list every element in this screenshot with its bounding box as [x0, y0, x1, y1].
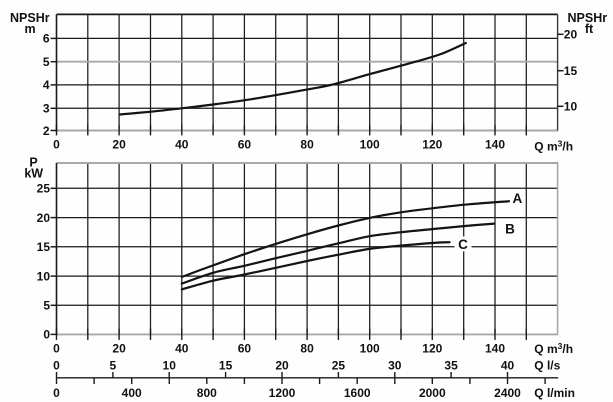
svg-text:20: 20	[112, 342, 126, 356]
svg-text:ft: ft	[585, 22, 594, 36]
svg-text:30: 30	[388, 359, 402, 373]
svg-text:10: 10	[163, 359, 177, 373]
svg-text:5: 5	[43, 299, 50, 313]
svg-text:Q l/min: Q l/min	[534, 386, 575, 400]
svg-text:15: 15	[219, 359, 233, 373]
svg-text:140: 140	[485, 342, 505, 356]
svg-text:NPSHr: NPSHr	[10, 11, 50, 25]
svg-text:C: C	[458, 237, 468, 252]
svg-text:2400: 2400	[494, 386, 521, 400]
svg-text:25: 25	[37, 182, 51, 196]
svg-text:40: 40	[175, 342, 189, 356]
svg-text:0: 0	[53, 137, 60, 151]
svg-text:100: 100	[360, 342, 380, 356]
svg-text:1600: 1600	[344, 386, 371, 400]
svg-text:10: 10	[37, 269, 51, 283]
svg-text:Q m3/h: Q m3/h	[534, 138, 573, 153]
svg-text:20: 20	[275, 359, 289, 373]
svg-text:800: 800	[197, 386, 217, 400]
svg-text:5: 5	[110, 359, 117, 373]
svg-text:35: 35	[444, 359, 458, 373]
svg-text:A: A	[513, 191, 523, 206]
svg-text:2: 2	[43, 124, 50, 138]
svg-text:kW: kW	[24, 167, 43, 181]
svg-text:Q l/s: Q l/s	[534, 359, 560, 373]
svg-text:100: 100	[360, 137, 380, 151]
svg-text:Q m3/h: Q m3/h	[534, 341, 573, 356]
svg-text:120: 120	[422, 137, 442, 151]
svg-text:0: 0	[43, 328, 50, 342]
svg-text:120: 120	[422, 342, 442, 356]
svg-text:20: 20	[112, 137, 126, 151]
svg-text:20: 20	[564, 28, 578, 42]
svg-text:2000: 2000	[419, 386, 446, 400]
svg-text:NPSHr: NPSHr	[568, 11, 608, 25]
svg-text:P: P	[29, 156, 37, 170]
svg-text:4: 4	[43, 78, 50, 92]
svg-text:3: 3	[43, 102, 50, 116]
svg-text:B: B	[505, 222, 515, 237]
svg-text:15: 15	[564, 64, 578, 78]
svg-text:25: 25	[332, 359, 346, 373]
svg-text:15: 15	[37, 240, 51, 254]
svg-text:60: 60	[238, 342, 252, 356]
svg-text:m: m	[24, 22, 35, 36]
svg-text:5: 5	[43, 55, 50, 69]
svg-text:0: 0	[53, 386, 60, 400]
svg-text:400: 400	[122, 386, 142, 400]
svg-text:80: 80	[300, 342, 314, 356]
svg-text:6: 6	[43, 32, 50, 46]
svg-text:1200: 1200	[269, 386, 296, 400]
svg-text:10: 10	[564, 100, 578, 114]
svg-text:80: 80	[300, 137, 314, 151]
svg-text:60: 60	[238, 137, 252, 151]
svg-text:0: 0	[53, 359, 60, 373]
svg-text:20: 20	[37, 211, 51, 225]
svg-text:40: 40	[175, 137, 189, 151]
svg-text:0: 0	[53, 342, 60, 356]
svg-text:40: 40	[501, 359, 515, 373]
svg-text:140: 140	[485, 137, 505, 151]
